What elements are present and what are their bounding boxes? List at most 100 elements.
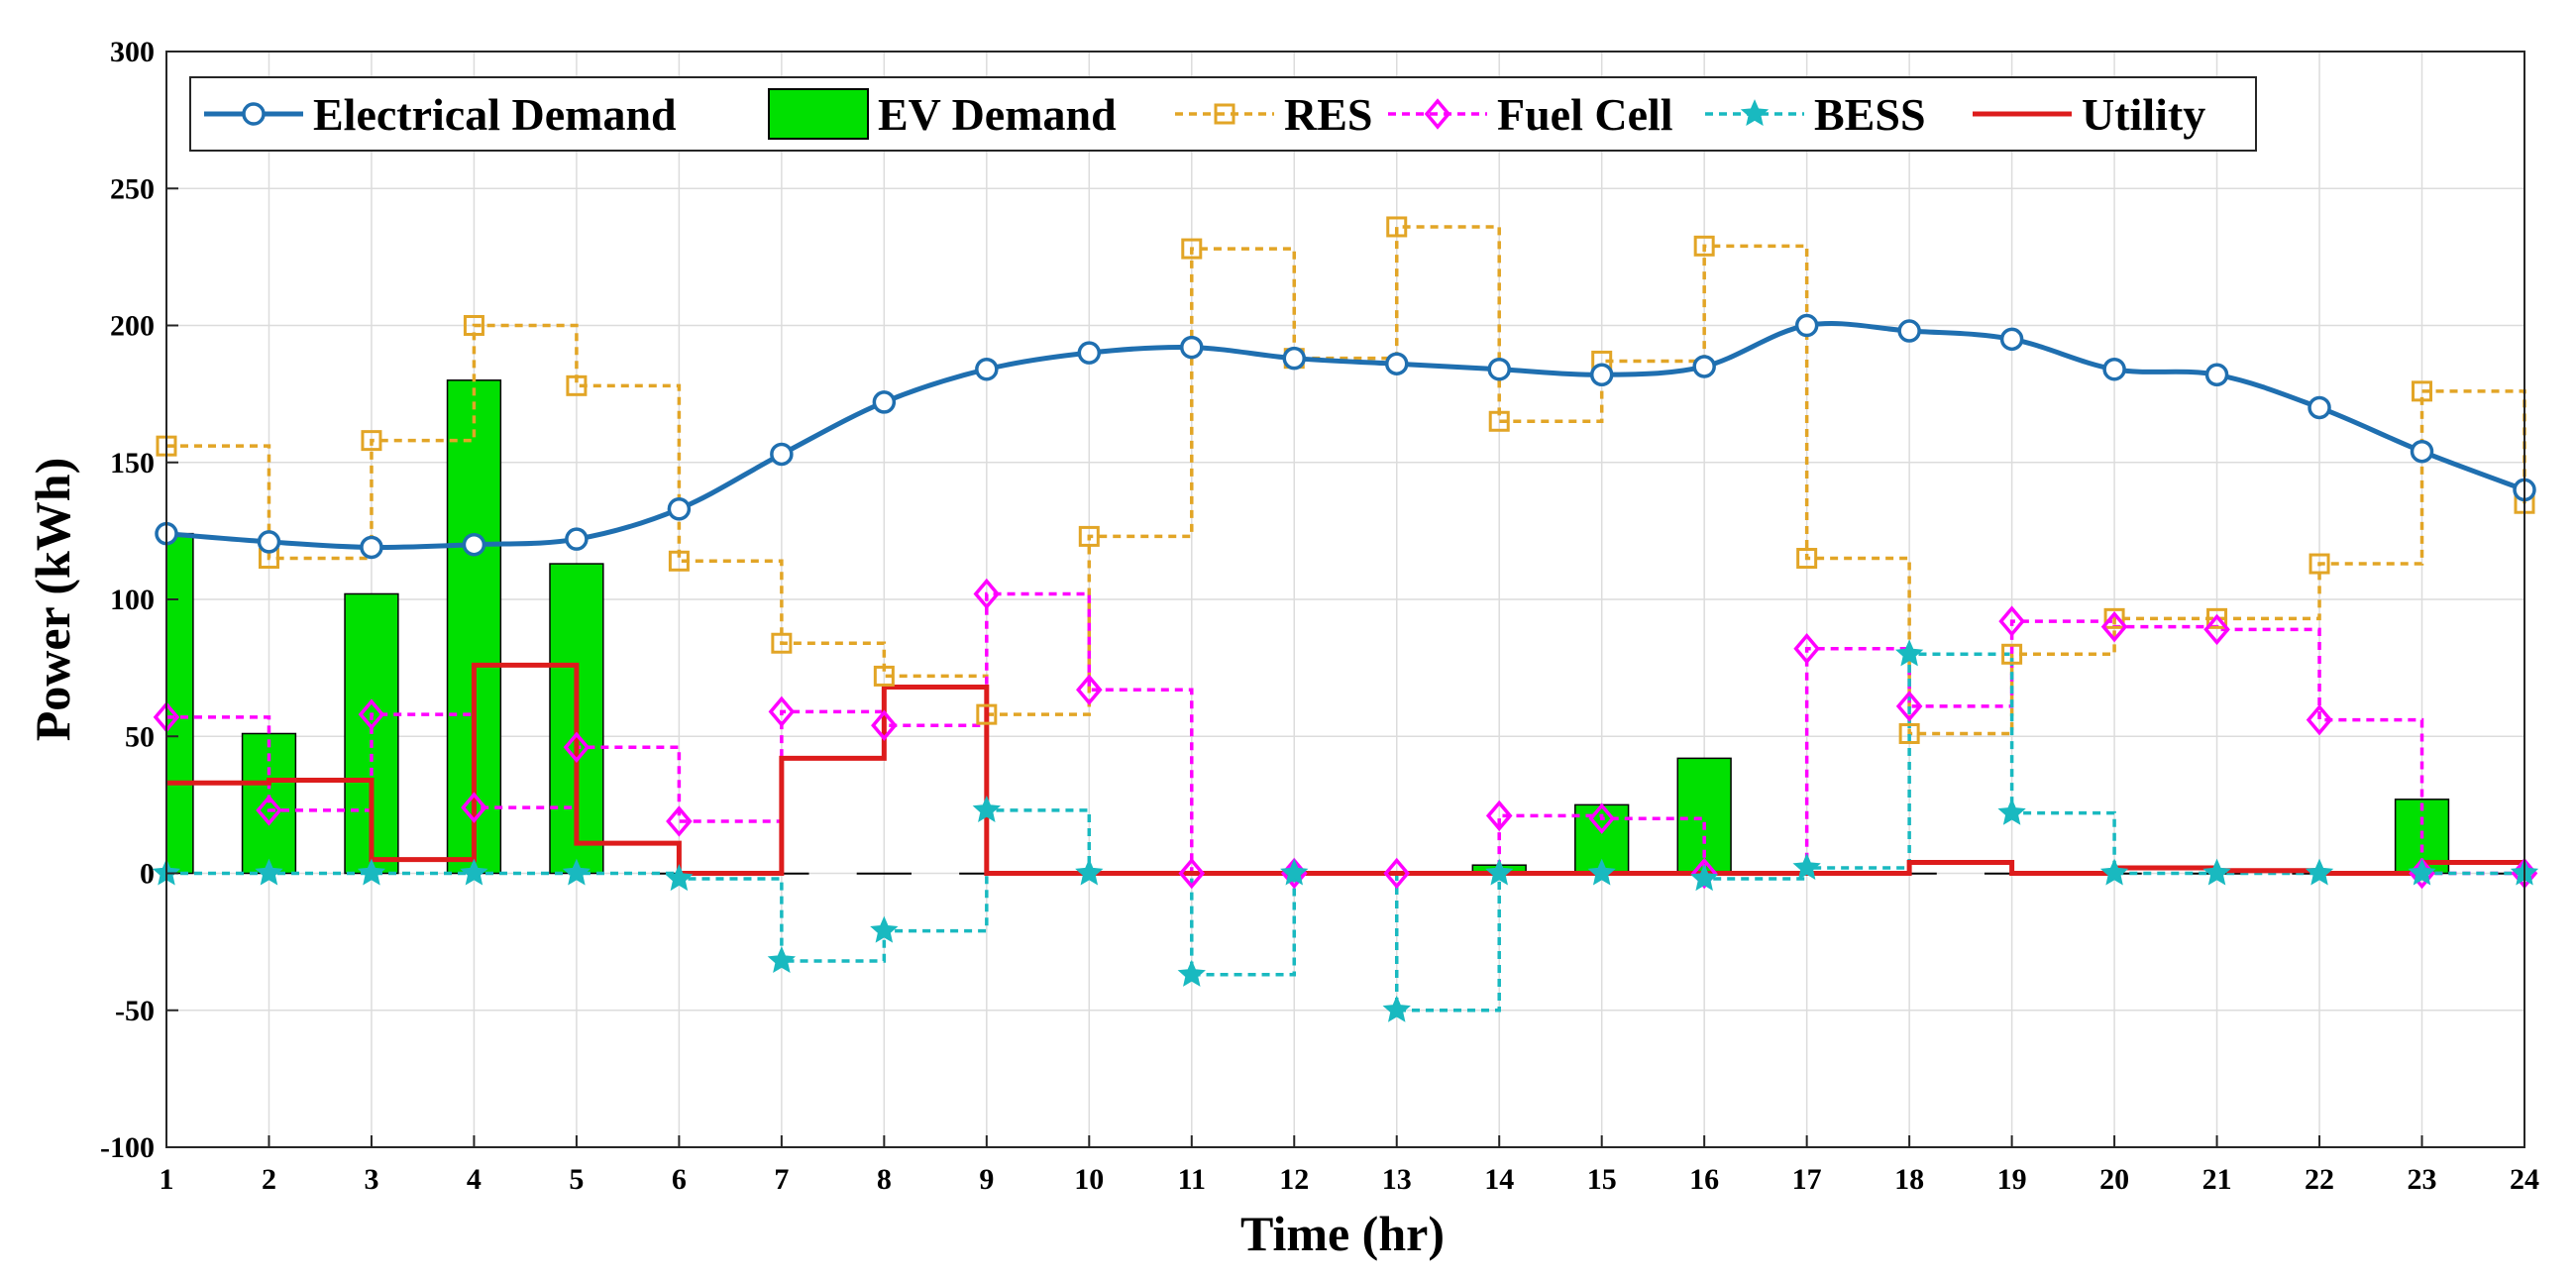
fuel-cell-marker [666, 805, 693, 837]
res-marker [1796, 548, 1818, 570]
x-tick-label: 1 [160, 1163, 174, 1196]
electrical-demand-marker [2410, 439, 2434, 464]
x-tick-label: 24 [2510, 1163, 2539, 1196]
x-axis-ticks: 1 2 3 4 5 6 7 8 9 10 11 12 13 14 15 16 17 18 19 20 21 22 23 24 [160, 1135, 2539, 1196]
res-marker [1078, 525, 1100, 547]
fuel-cell-marker [1588, 802, 1615, 834]
legend-label: EV Demand [878, 89, 1117, 140]
res-marker [1898, 722, 1920, 744]
y-tick-label: -100 [100, 1131, 155, 1164]
fuel-cell-marker [256, 795, 282, 826]
electrical-demand-marker [1897, 319, 1921, 343]
res-marker [2412, 380, 2433, 402]
y-tick-label: 250 [110, 172, 155, 205]
electrical-demand-marker [2102, 357, 2126, 381]
fuel-cell-marker [1383, 857, 1411, 890]
electrical-demand-marker [565, 527, 589, 551]
x-tick-label: 20 [2099, 1163, 2129, 1196]
legend-label: BESS [1814, 89, 1926, 140]
bess-marker [1792, 853, 1821, 881]
x-tick-label: 22 [2305, 1163, 2334, 1196]
legend-label: Fuel Cell [1497, 89, 1673, 140]
electrical-demand-marker [667, 497, 692, 521]
legend: Electrical Demand EV Demand RES Fuel Cell BE… [189, 76, 2257, 152]
legend-swatch-ev-demand [768, 88, 869, 140]
electrical-demand-marker [1077, 341, 1102, 365]
y-axis-ticks: -100 -50 0 50 100 150 200 250 300 [100, 36, 178, 1164]
electrical-demand-marker [975, 357, 999, 381]
y-tick-label: 150 [110, 447, 155, 480]
res-marker [873, 665, 895, 687]
bess-marker [1587, 858, 1616, 886]
electrical-demand-marker [1692, 355, 1716, 378]
bess-marker [2202, 858, 2231, 886]
electrical-demand-marker [360, 535, 383, 560]
bess-marker [1075, 858, 1104, 886]
res-marker [463, 315, 484, 336]
x-tick-label: 11 [1178, 1163, 1206, 1196]
res-marker [976, 703, 998, 725]
legend-marker-sample [242, 102, 266, 126]
y-tick-label: 0 [140, 858, 155, 891]
x-tick-label: 14 [1484, 1163, 1514, 1196]
x-tick-label: 7 [774, 1163, 789, 1196]
legend-label: Electrical Demand [313, 89, 677, 140]
x-axis-title: Time (hr) [1240, 1206, 1445, 1261]
y-tick-label: 50 [125, 720, 155, 753]
bess-marker [562, 858, 591, 886]
fuel-cell-marker [2203, 613, 2230, 646]
x-tick-label: 12 [1279, 1163, 1309, 1196]
bess-marker [2305, 858, 2334, 886]
res-marker [1181, 238, 1203, 260]
bess-marker [1177, 959, 1206, 987]
x-tick-label: 17 [1792, 1163, 1822, 1196]
electrical-demand-marker [257, 530, 281, 554]
fuel-cell-marker [1485, 800, 1513, 832]
legend-label: Utility [2082, 89, 2205, 140]
x-tick-label: 3 [364, 1163, 378, 1196]
fuel-cell-marker [358, 698, 385, 730]
legend-marker-sample [1424, 98, 1451, 130]
x-tick-label: 2 [262, 1163, 276, 1196]
x-tick-label: 16 [1689, 1163, 1719, 1196]
fuel-cell-marker [1690, 857, 1718, 890]
bess-marker [972, 796, 1001, 822]
x-tick-label: 19 [1997, 1163, 2027, 1196]
electrical-demand-marker [1384, 352, 1409, 375]
ev-demand-bar [856, 872, 912, 875]
x-tick-label: 6 [672, 1163, 687, 1196]
bess-marker [460, 858, 488, 886]
ev-demand-bar [165, 532, 194, 875]
res-marker [1386, 216, 1408, 238]
fuel-cell-marker [1895, 691, 1923, 722]
x-tick-label: 4 [467, 1163, 482, 1196]
res-marker [771, 632, 793, 654]
y-tick-label: 300 [110, 36, 155, 68]
bess-marker [2099, 858, 2129, 886]
electrical-demand-marker [462, 532, 486, 557]
electrical-demand-marker [2308, 395, 2331, 420]
x-tick-label: 13 [1382, 1163, 1412, 1196]
res-marker [2001, 643, 2023, 665]
bess-marker [255, 858, 283, 886]
bess-marker [870, 915, 899, 943]
electrical-demand-marker [1180, 335, 1204, 360]
fuel-cell-marker [2100, 610, 2128, 643]
electrical-demand-marker [1794, 313, 1819, 338]
y-tick-label: 100 [110, 584, 155, 616]
bess-marker [1690, 864, 1719, 892]
res-marker [2206, 607, 2228, 629]
x-tick-label: 15 [1587, 1163, 1617, 1196]
x-tick-label: 8 [877, 1163, 892, 1196]
bess-marker [1997, 798, 2026, 825]
bess-marker [2408, 858, 2436, 886]
y-tick-label: 200 [110, 310, 155, 343]
legend-marker-sample [1740, 99, 1770, 127]
bess-marker [357, 858, 386, 886]
res-stair-line [166, 225, 2526, 736]
bess-marker [665, 864, 694, 892]
fuel-cell-marker [1076, 674, 1103, 705]
electrical-demand-marker [1999, 327, 2024, 352]
fuel-cell-marker [768, 695, 796, 728]
bess-marker [767, 946, 797, 974]
